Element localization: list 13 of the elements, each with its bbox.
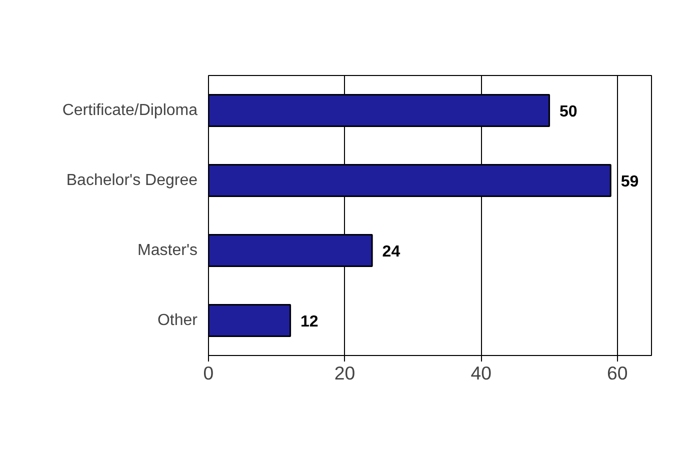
data-label: 50 [559,104,578,120]
bar [208,304,292,337]
x-tick-label: 60 [607,362,628,384]
y-tick-label: Bachelor's Degree [66,172,198,189]
y-tick-label: Other [157,312,198,329]
data-label: 24 [382,244,400,260]
x-tick-label: 40 [470,362,492,384]
y-tick-label: Certificate/Diploma [62,102,198,119]
data-label: 12 [300,314,318,330]
x-tick-label: 20 [334,362,356,384]
data-label: 59 [620,174,639,190]
x-tick-label: 0 [203,362,214,384]
y-tick-label: Master's [138,242,198,259]
